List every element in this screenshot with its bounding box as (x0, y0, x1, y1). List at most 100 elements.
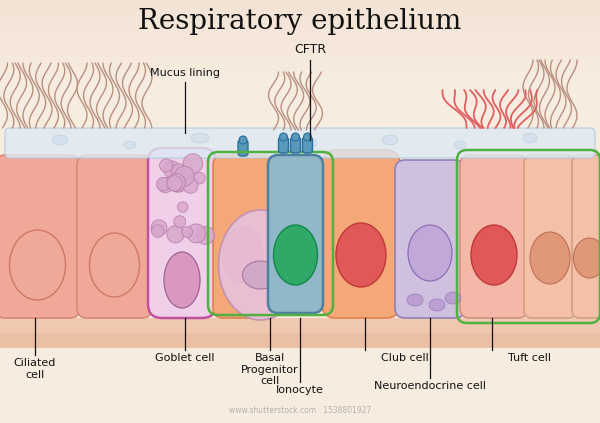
Ellipse shape (445, 292, 461, 304)
Bar (0, 32, 600, 33)
Ellipse shape (454, 141, 466, 149)
Ellipse shape (151, 220, 167, 236)
Ellipse shape (530, 232, 570, 284)
Ellipse shape (242, 261, 278, 289)
Bar (0, 7, 600, 8)
Text: www.shutterstock.com · 1538801927: www.shutterstock.com · 1538801927 (229, 406, 371, 415)
Bar (0, 54, 600, 55)
Ellipse shape (170, 176, 187, 192)
Bar (0, 68, 600, 69)
Bar (0, 14, 600, 15)
FancyBboxPatch shape (213, 155, 273, 318)
FancyBboxPatch shape (524, 155, 576, 318)
Ellipse shape (181, 168, 193, 180)
Bar (0, 53, 600, 54)
Ellipse shape (164, 252, 200, 308)
Ellipse shape (408, 225, 452, 281)
Bar (0, 28, 600, 29)
Ellipse shape (174, 216, 186, 228)
Bar (0, 33, 600, 34)
Bar (0, 21, 600, 22)
Text: Tuft cell: Tuft cell (509, 353, 551, 363)
Ellipse shape (172, 164, 187, 179)
Bar (0, 69, 600, 70)
Bar (0, 40, 600, 41)
Ellipse shape (163, 161, 180, 178)
Bar (0, 19, 600, 20)
Bar (0, 62, 600, 63)
Bar (0, 78, 600, 79)
Ellipse shape (523, 133, 537, 143)
Bar (0, 333, 600, 348)
Ellipse shape (89, 233, 139, 297)
FancyBboxPatch shape (322, 150, 400, 318)
Bar (0, 0, 600, 1)
Ellipse shape (151, 225, 164, 237)
Ellipse shape (52, 135, 68, 145)
Bar (0, 29, 600, 30)
Bar (0, 64, 600, 65)
Ellipse shape (182, 227, 193, 237)
Bar (0, 24, 600, 25)
Ellipse shape (382, 135, 398, 145)
Bar (0, 77, 600, 78)
Bar (0, 4, 600, 5)
Bar (0, 3, 600, 4)
Bar (0, 25, 600, 26)
FancyBboxPatch shape (77, 155, 152, 318)
Ellipse shape (471, 225, 517, 285)
FancyBboxPatch shape (572, 155, 600, 318)
Bar (0, 71, 600, 72)
Text: CFTR: CFTR (294, 43, 326, 56)
Bar (0, 43, 600, 44)
Ellipse shape (407, 294, 423, 306)
Bar (0, 20, 600, 21)
Bar (0, 6, 600, 7)
Ellipse shape (193, 172, 205, 184)
Ellipse shape (280, 133, 287, 141)
Bar (0, 1, 600, 2)
Bar (0, 60, 600, 61)
Ellipse shape (223, 227, 263, 283)
Bar (0, 15, 600, 16)
FancyBboxPatch shape (290, 137, 301, 153)
Bar (0, 50, 600, 51)
Ellipse shape (574, 238, 600, 278)
Ellipse shape (167, 225, 184, 243)
Bar (0, 8, 600, 9)
Ellipse shape (218, 210, 302, 320)
Bar (0, 55, 600, 56)
Bar (0, 66, 600, 67)
Ellipse shape (10, 230, 65, 300)
Bar (0, 74, 600, 75)
Bar (0, 65, 600, 66)
FancyBboxPatch shape (268, 155, 323, 313)
FancyBboxPatch shape (5, 128, 595, 158)
Text: Respiratory epithelium: Respiratory epithelium (139, 8, 461, 35)
Ellipse shape (158, 178, 173, 193)
Bar (0, 72, 600, 73)
Bar (0, 36, 600, 37)
Bar (0, 34, 600, 35)
Ellipse shape (187, 224, 206, 243)
Bar (0, 5, 600, 6)
Ellipse shape (292, 133, 299, 141)
Bar (0, 67, 600, 68)
Bar (0, 73, 600, 74)
Bar (0, 23, 600, 24)
Bar (0, 70, 600, 71)
Ellipse shape (191, 133, 209, 143)
Ellipse shape (303, 139, 317, 147)
Bar (0, 46, 600, 47)
Text: Goblet cell: Goblet cell (155, 353, 215, 363)
Bar (0, 57, 600, 58)
Bar (0, 16, 600, 17)
Bar (0, 37, 600, 38)
Bar (0, 39, 600, 40)
Ellipse shape (175, 166, 194, 186)
Bar (0, 75, 600, 76)
FancyBboxPatch shape (395, 160, 465, 318)
Bar (0, 79, 600, 80)
Ellipse shape (182, 170, 193, 180)
Ellipse shape (167, 176, 182, 191)
